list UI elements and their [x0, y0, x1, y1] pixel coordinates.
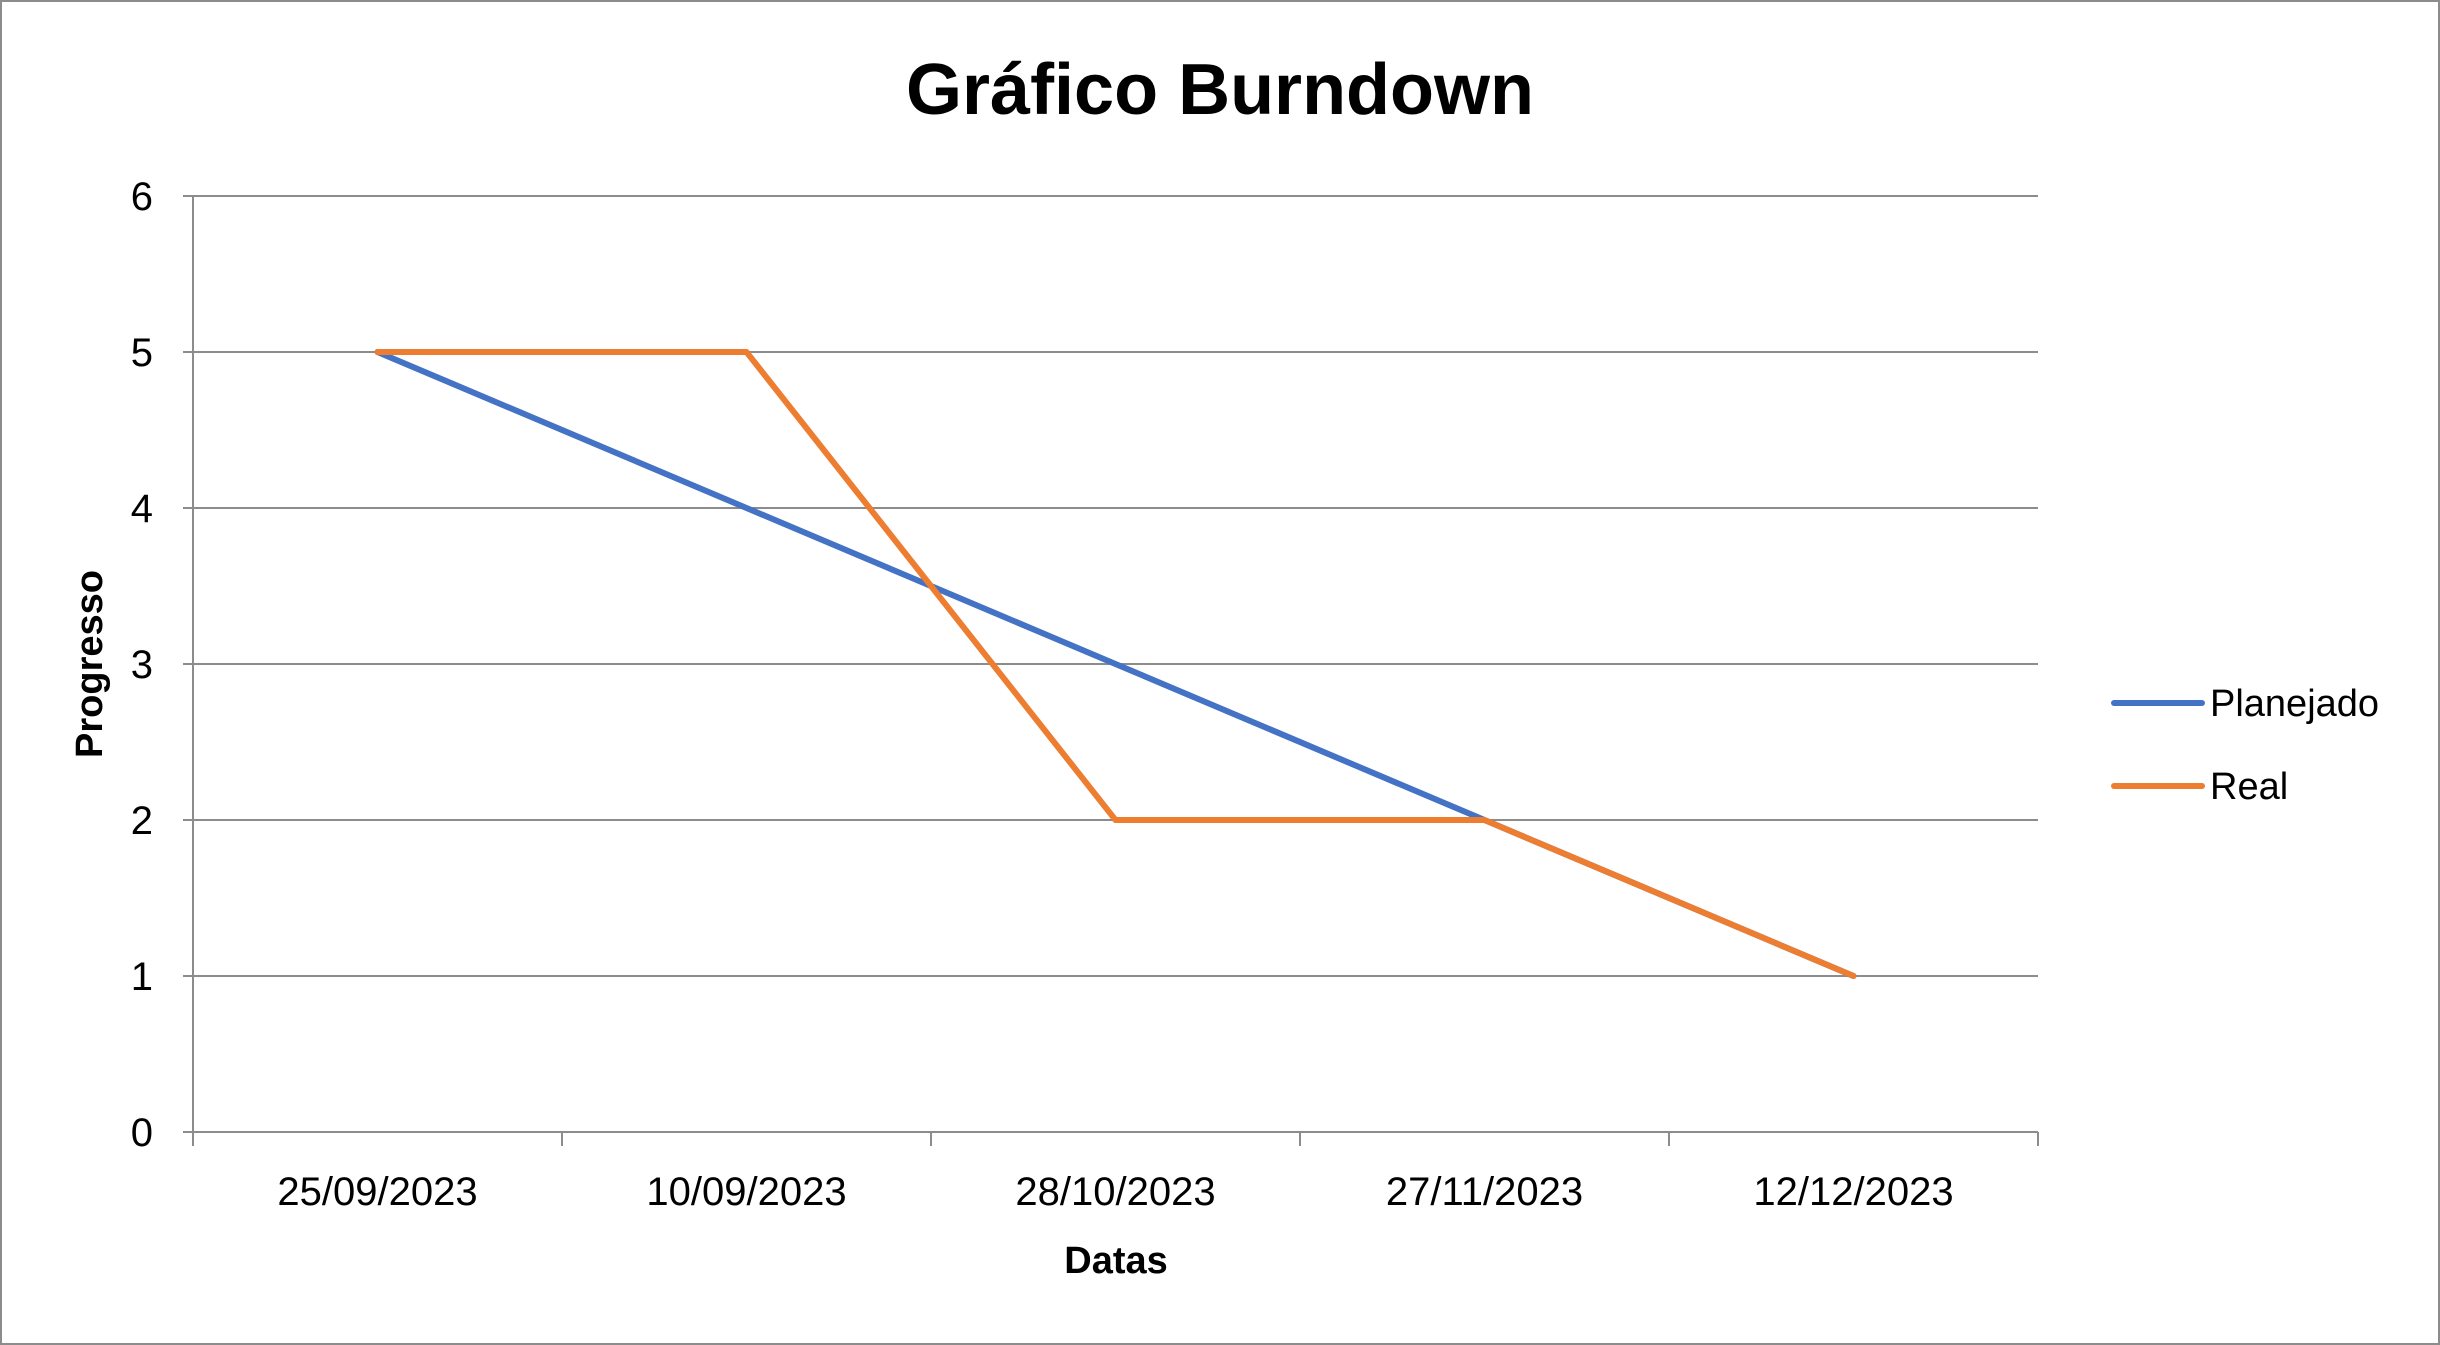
y-tick-label: 5: [131, 331, 153, 375]
x-axis-title: Datas: [1064, 1240, 1168, 1282]
y-tick-label: 0: [131, 1111, 153, 1155]
gridlines: [183, 195, 2038, 977]
x-tick-label: 28/10/2023: [1015, 1170, 1215, 1214]
axes: [183, 196, 2039, 1146]
chart-title: Gráfico Burndown: [906, 50, 1534, 130]
legend-label: Planejado: [2210, 683, 2379, 725]
y-tick-label: 1: [131, 955, 153, 999]
x-tick-label: 12/12/2023: [1753, 1170, 1953, 1214]
y-tick-label: 4: [131, 487, 153, 531]
y-tick-labels: 0 1 2 3 4 5 6: [131, 175, 153, 1155]
x-tick-labels: 25/09/2023 10/09/2023 28/10/2023 27/11/2023…: [277, 1170, 1953, 1214]
legend-label: Real: [2210, 766, 2288, 808]
x-tick-label: 10/09/2023: [646, 1170, 846, 1214]
legend: Planejado Real: [2111, 683, 2379, 808]
y-tick-label: 3: [131, 643, 153, 687]
x-tick-label: 27/11/2023: [1386, 1170, 1583, 1214]
y-tick-label: 6: [131, 175, 153, 219]
series-lines: [374, 349, 1857, 979]
x-tick-label: 25/09/2023: [277, 1170, 477, 1214]
series-line-real: [374, 349, 1857, 979]
y-tick-label: 2: [131, 799, 153, 843]
y-axis-title: Progresso: [69, 570, 111, 758]
